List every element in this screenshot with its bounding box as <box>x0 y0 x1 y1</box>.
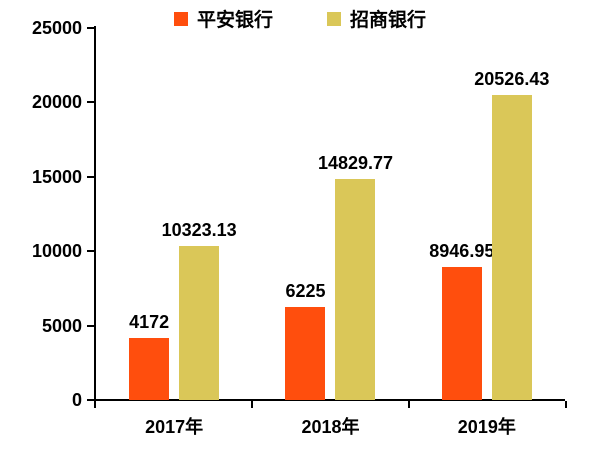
bar-value-label: 20526.43 <box>474 68 550 89</box>
y-tick-mark <box>87 27 94 29</box>
bar-value-label: 4172 <box>129 311 170 332</box>
y-tick-label: 10000 <box>31 241 82 262</box>
legend-label: 招商银行 <box>350 10 427 31</box>
bar: 10323.13 <box>162 220 237 400</box>
y-tick-mark <box>87 399 94 401</box>
y-tick-label: 20000 <box>31 92 82 113</box>
bar-value-label: 14829.77 <box>317 153 394 174</box>
x-category-label: 2017年 <box>145 417 204 437</box>
bar-group-2019年: 8946.95 20526.43 <box>409 28 565 400</box>
bar: 6225 <box>285 281 326 400</box>
legend-swatch-icon <box>173 11 188 26</box>
plot-area: 4172 10323.13 6225 14829.77 8946.95 20526.43 <box>96 28 565 400</box>
bar-value-label: 6225 <box>285 281 326 302</box>
x-axis-line <box>94 399 565 401</box>
bar-value-label: 10323.13 <box>161 220 237 241</box>
x-tick-mark <box>565 401 567 408</box>
y-tick-mark <box>87 324 94 327</box>
legend-swatch-icon <box>327 11 341 26</box>
bar: 20526.43 <box>474 69 549 400</box>
bar: 4172 <box>129 312 169 400</box>
legend: 平安银行 招商银行 <box>0 5 600 32</box>
bar-group-2017年: 4172 10323.13 <box>96 28 252 400</box>
y-axis-line <box>94 26 96 402</box>
legend-item: 平安银行 <box>173 5 273 32</box>
legend-item: 招商银行 <box>327 5 426 32</box>
x-category-label: 2018年 <box>301 417 360 437</box>
x-tick-mark <box>408 401 410 408</box>
y-tick-mark <box>87 175 94 178</box>
y-tick-label: 25000 <box>31 18 82 38</box>
bar: 8946.95 <box>429 241 494 400</box>
y-tick-label: 15000 <box>31 166 82 187</box>
bar-value-label: 8946.95 <box>429 240 495 261</box>
bar-group-2018年: 6225 14829.77 <box>252 28 408 400</box>
y-tick-mark <box>87 101 94 104</box>
x-tick-mark <box>94 401 96 408</box>
x-axis-labels: 2017年 2018年 2019年 <box>96 413 565 439</box>
legend-label: 平安银行 <box>196 10 273 31</box>
x-category-label: 2019年 <box>457 417 516 437</box>
y-tick-label: 5000 <box>41 315 82 336</box>
y-tick-label: 0 <box>71 390 82 410</box>
x-tick-mark <box>251 401 253 408</box>
bar: 14829.77 <box>318 153 393 400</box>
y-tick-mark <box>87 250 94 253</box>
